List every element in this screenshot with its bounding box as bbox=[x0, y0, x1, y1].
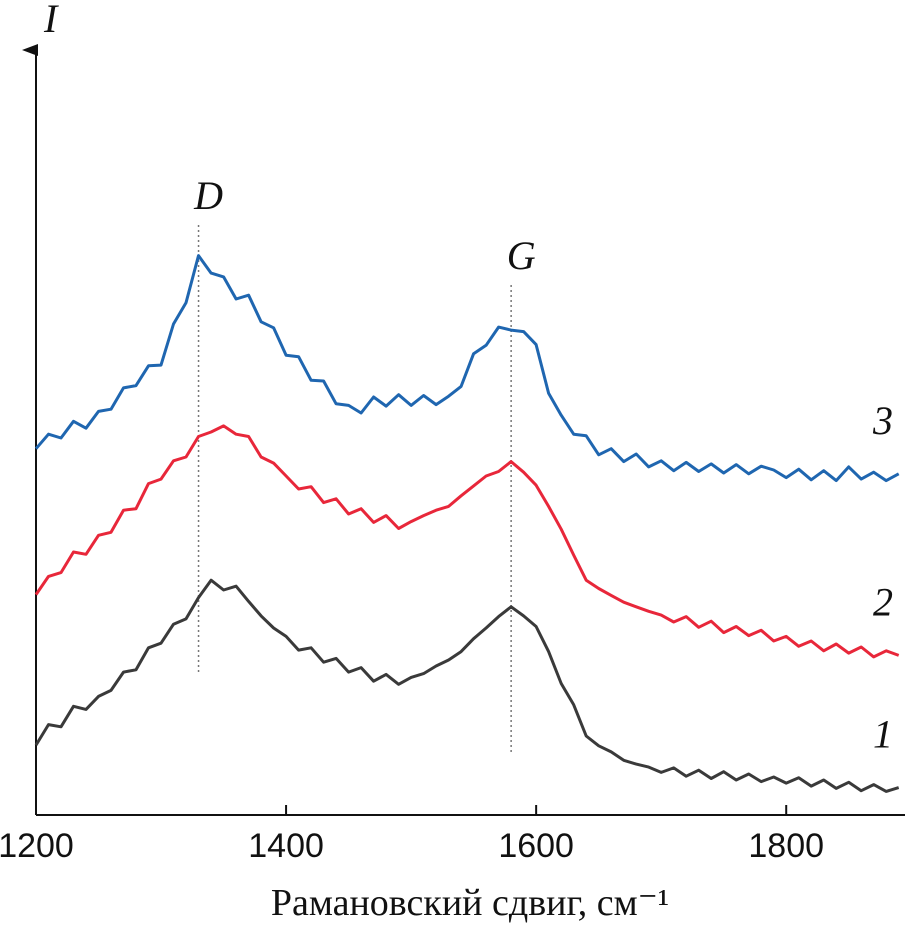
x-tick-label: 1200 bbox=[0, 827, 74, 865]
peak-label: D bbox=[193, 173, 223, 218]
peak-label: G bbox=[507, 233, 536, 278]
series-label: 2 bbox=[873, 579, 893, 624]
series-line bbox=[34, 578, 900, 793]
series-line bbox=[34, 424, 900, 659]
x-axis-label: Рамановский сдвиг, см⁻¹ bbox=[271, 882, 669, 924]
x-tick-label: 1600 bbox=[498, 827, 574, 865]
series-label: 1 bbox=[873, 712, 893, 757]
y-axis-label: I bbox=[43, 0, 59, 41]
x-tick-label: 1800 bbox=[748, 827, 824, 865]
series-line bbox=[34, 254, 900, 483]
x-tick-label: 1400 bbox=[248, 827, 324, 865]
series-label: 3 bbox=[872, 398, 893, 443]
